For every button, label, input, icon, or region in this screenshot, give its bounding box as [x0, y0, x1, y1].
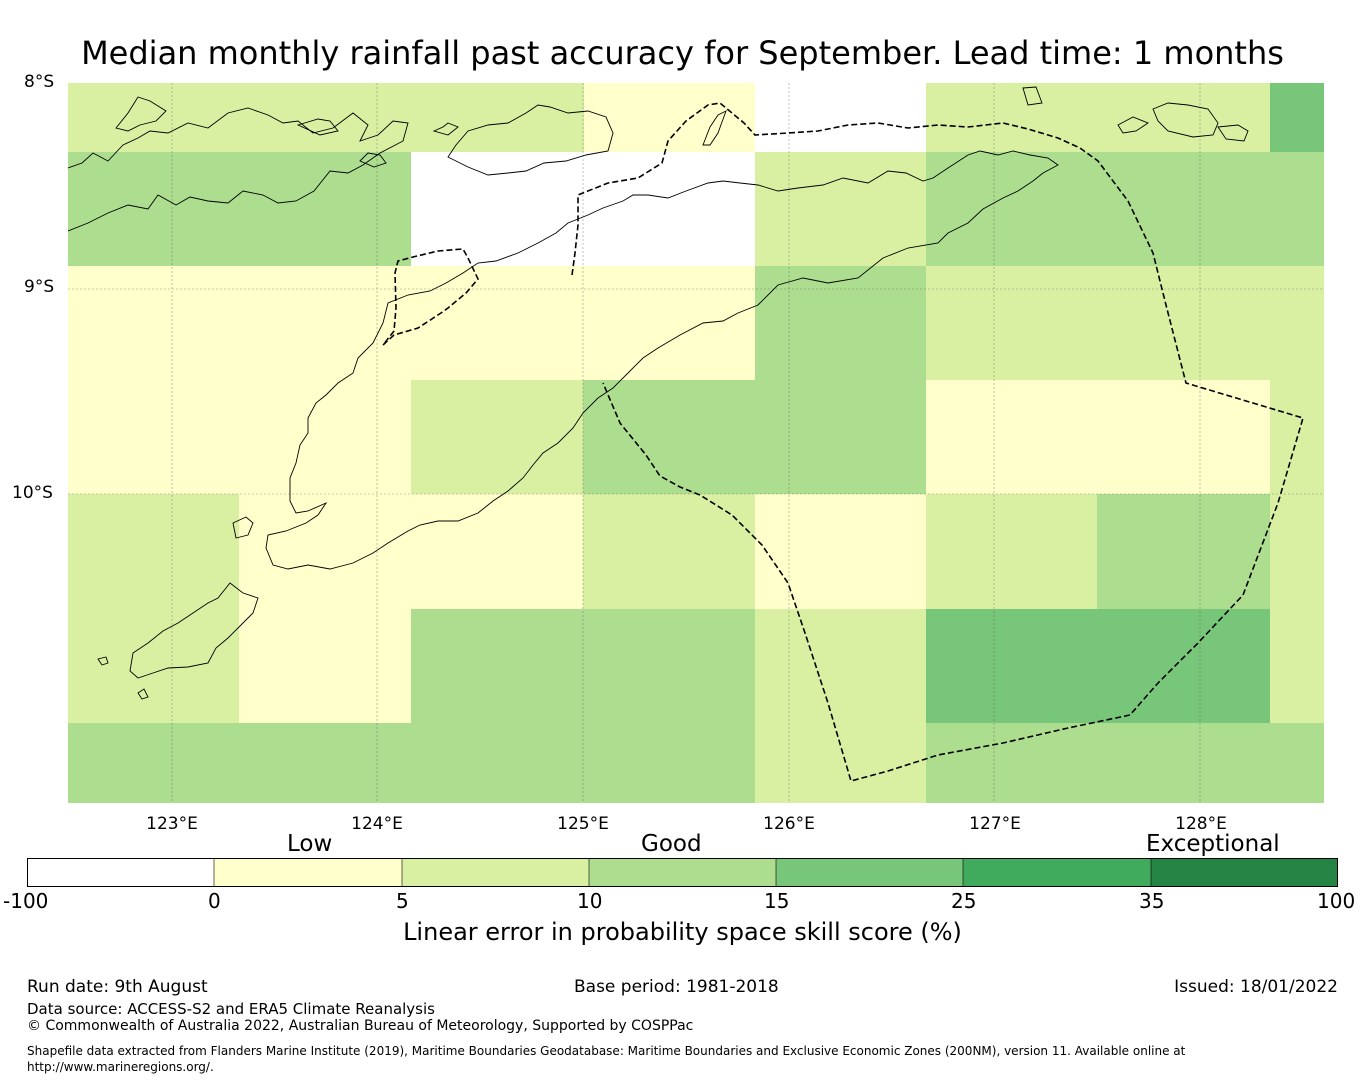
grid-cell — [926, 494, 1097, 609]
shapefile-credit: Shapefile data extracted from Flanders M… — [27, 1044, 1186, 1074]
grid-cell — [1097, 494, 1270, 609]
grid-cell — [68, 266, 755, 380]
colorbar-segment — [776, 858, 963, 887]
grid-cell — [926, 723, 1324, 803]
grid-cell — [68, 380, 411, 494]
colorbar-label: Linear error in probability space skill … — [403, 918, 962, 946]
colorbar-tick: 15 — [764, 889, 790, 913]
lon-label-123e: 123°E — [146, 814, 198, 834]
lat-label-10s: 10°S — [12, 483, 53, 503]
coastline — [68, 86, 1249, 700]
grid-cell — [1270, 494, 1324, 609]
copyright: © Commonwealth of Australia 2022, Austra… — [27, 1018, 694, 1034]
colorbar-segment — [963, 858, 1151, 887]
colorbar-tick: 25 — [951, 889, 977, 913]
colorbar-tick: 5 — [396, 889, 409, 913]
colorbar-category-good: Good — [641, 831, 702, 857]
skill-score-map — [68, 83, 1324, 803]
colorbar-tick: 0 — [208, 889, 221, 913]
colorbar-segment — [1151, 858, 1338, 887]
grid-cell — [411, 380, 583, 494]
data-source: Data source: ACCESS-S2 and ERA5 Climate … — [27, 1000, 435, 1018]
grid-cell — [68, 83, 584, 152]
grid-cell — [68, 609, 239, 723]
grid-cell — [1270, 609, 1324, 723]
colorbar-category-low: Low — [287, 831, 333, 857]
skill-grid — [68, 83, 1324, 803]
grid-cell — [68, 494, 239, 609]
lon-label-124e: 124°E — [351, 814, 403, 834]
colorbar-tick: 10 — [577, 889, 603, 913]
grid-cell — [239, 494, 583, 609]
grid-cell — [68, 723, 755, 803]
colorbar-tick: 35 — [1139, 889, 1165, 913]
colorbar — [27, 858, 1338, 887]
grid-cell — [411, 609, 755, 723]
lon-label-127e: 127°E — [969, 814, 1021, 834]
grid-cell — [926, 83, 1270, 152]
lat-label-8s: 8°S — [24, 72, 55, 92]
colorbar-tick: -100 — [3, 889, 49, 913]
grid-cell — [926, 380, 1270, 494]
colorbar-tick: 100 — [1317, 889, 1356, 913]
lon-label-125e: 125°E — [557, 814, 609, 834]
colorbar-category-exceptional: Exceptional — [1146, 831, 1280, 857]
eez-boundary — [382, 102, 1304, 782]
grid-cell — [755, 494, 926, 609]
lon-label-128e: 128°E — [1175, 814, 1227, 834]
lat-label-9s: 9°S — [24, 277, 55, 297]
grid-cell — [755, 609, 926, 723]
grid-cell — [68, 152, 411, 266]
colorbar-segment — [589, 858, 776, 887]
grid-cell — [755, 723, 926, 803]
grid-cell — [239, 609, 411, 723]
run-date: Run date: 9th August — [27, 977, 208, 997]
grid-cell — [755, 266, 926, 380]
grid-cell — [926, 152, 1324, 266]
grid-cell — [1270, 83, 1324, 152]
grid-cell — [926, 266, 1324, 380]
grid-cell — [584, 83, 755, 152]
grid-cell — [583, 494, 755, 609]
base-period: Base period: 1981-2018 — [574, 977, 779, 997]
colorbar-segment — [214, 858, 402, 887]
lon-label-126e: 126°E — [763, 814, 815, 834]
colorbar-segment — [27, 858, 214, 887]
page-title: Median monthly rainfall past accuracy fo… — [81, 34, 1284, 72]
grid-cell — [926, 609, 1270, 723]
grid-cell — [755, 83, 926, 152]
grid-cell — [583, 380, 926, 494]
issued-date: Issued: 18/01/2022 — [1174, 977, 1338, 997]
colorbar-segment — [402, 858, 589, 887]
grid-cell — [755, 152, 926, 266]
